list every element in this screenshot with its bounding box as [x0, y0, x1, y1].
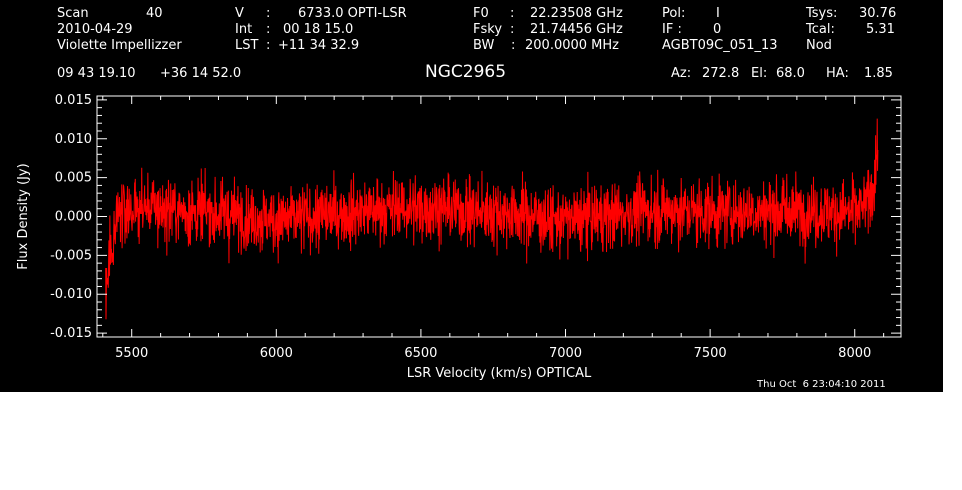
ra-coordinate: 09 43 19.10: [57, 66, 136, 81]
project-id: AGBT09C_051_13: [662, 38, 778, 53]
lst-label: LST: [235, 38, 259, 53]
observer-name: Violette Impellizzer: [57, 38, 182, 53]
dec-coordinate: +36 14 52.0: [160, 66, 242, 81]
if-value: 0: [713, 22, 722, 37]
scan-value: 40: [146, 6, 163, 21]
v-label: V: [235, 6, 244, 21]
bw-label: BW: [473, 38, 495, 53]
fsky-sep: :: [510, 22, 515, 37]
az-value: 272.8: [702, 66, 740, 81]
x-tick-label: 6000: [260, 346, 293, 361]
lst-value: +11 34 32.9: [278, 38, 360, 53]
y-tick-label: 0.005: [55, 171, 92, 186]
spectrum-trace: [105, 118, 879, 320]
az-label: Az:: [671, 66, 692, 81]
plot-timestamp: Thu Oct 6 23:04:10 2011: [757, 379, 886, 390]
el-value: 68.0: [776, 66, 805, 81]
tcal-value: 5.31: [866, 22, 895, 37]
x-tick-label: 5500: [115, 346, 148, 361]
pol-value: I: [716, 6, 720, 21]
x-tick-label: 7000: [549, 346, 582, 361]
bw-sep: :: [511, 38, 516, 53]
y-tick-label: -0.010: [50, 287, 92, 302]
v-value: 6733.0 OPTI-LSR: [298, 6, 407, 21]
obs-date: 2010-04-29: [57, 22, 133, 37]
x-tick-label: 8000: [838, 346, 871, 361]
tick-layer: [97, 96, 901, 337]
f0-sep: :: [510, 6, 515, 21]
y-tick-label: -0.015: [50, 326, 92, 341]
x-tick-label: 7500: [694, 346, 727, 361]
f0-value: 22.23508 GHz: [530, 6, 623, 21]
trace-layer: [105, 118, 879, 320]
tcal-label: Tcal:: [806, 22, 835, 37]
obs-mode: Nod: [806, 38, 832, 53]
v-sep: :: [266, 6, 271, 21]
f0-label: F0: [473, 6, 489, 21]
y-tick-label: 0.010: [55, 132, 92, 147]
scan-label: Scan: [57, 6, 89, 21]
ha-value: 1.85: [864, 66, 893, 81]
int-value: 00 18 15.0: [283, 22, 354, 37]
spectrum-panel: Scan 40 2010-04-29 Violette Impellizzer …: [0, 0, 943, 392]
lst-sep: :: [266, 38, 271, 53]
y-tick-label: 0.000: [55, 210, 92, 225]
spectrum-chart: 5500 6000 6500 7000 7500 8000 -0.015 -0.010 -0.0…: [16, 93, 902, 381]
x-tick-label: 6500: [404, 346, 437, 361]
int-label: Int: [235, 22, 253, 37]
y-tick-label: 0.015: [55, 93, 92, 108]
fsky-label: Fsky: [473, 22, 503, 37]
int-sep: :: [266, 22, 271, 37]
y-tick-label: -0.005: [50, 248, 92, 263]
label-layer: 5500 6000 6500 7000 7500 8000 -0.015 -0.010 -0.0…: [16, 93, 871, 381]
tsys-label: Tsys:: [806, 6, 838, 21]
el-label: El:: [751, 66, 768, 81]
if-label: IF :: [662, 22, 682, 37]
fsky-value: 21.74456 GHz: [530, 22, 623, 37]
bw-value: 200.0000 MHz: [525, 38, 619, 53]
ha-label: HA:: [826, 66, 849, 81]
tsys-value: 30.76: [859, 6, 897, 21]
y-axis-label: Flux Density (Jy): [16, 163, 31, 269]
source-name: NGC2965: [425, 62, 507, 82]
pol-label: Pol:: [662, 6, 686, 21]
x-axis-label: LSR Velocity (km/s) OPTICAL: [407, 366, 592, 381]
